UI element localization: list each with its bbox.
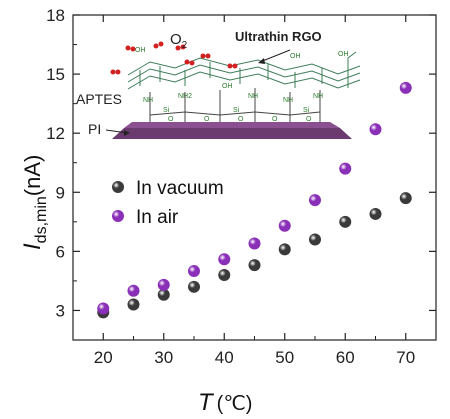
data-point (399, 192, 412, 205)
y-tick-label: 9 (56, 183, 65, 202)
legend-label-air: In air (136, 207, 179, 228)
rgo-arrowhead (258, 58, 265, 64)
data-point (278, 243, 291, 256)
y-tick-label: 3 (56, 301, 65, 320)
data-point (188, 280, 200, 293)
oh-label-2: OH (222, 83, 233, 90)
cooh-group (347, 51, 357, 72)
data-point (248, 237, 261, 250)
data-point (339, 162, 352, 175)
data-point (218, 269, 231, 281)
o-label-5: O (306, 116, 312, 123)
data-point (369, 123, 382, 136)
data-points (97, 81, 412, 319)
x-axis-title: T (℃) (198, 389, 252, 416)
x-tick-label: 20 (94, 348, 113, 367)
rgo-label: Ultrathin RGO (235, 29, 322, 44)
legend-label-vacuum: In vacuum (136, 178, 224, 199)
nh-label-1: NH (143, 97, 153, 104)
data-point (218, 253, 231, 266)
series-vacuum (97, 192, 412, 319)
chem-labels: NH NH2 NH NH NH Si Si Si O O O O O OH OH… (135, 47, 349, 123)
data-point (127, 298, 140, 311)
o-label-3: O (238, 116, 244, 123)
y-tick-label: 6 (56, 242, 65, 261)
data-point (97, 302, 110, 315)
aptes-linkers (149, 88, 321, 122)
rgo-arrow (259, 49, 291, 63)
si-label-1: Si (163, 107, 170, 114)
data-point (188, 265, 200, 278)
data-point (127, 284, 140, 297)
nh2-label: NH2 (178, 93, 192, 100)
data-point (399, 81, 412, 94)
y-tick-label: 12 (46, 124, 65, 143)
o-label-2: O (204, 116, 210, 123)
pi-substrate (112, 128, 352, 139)
data-point (157, 288, 170, 301)
y-tick-label: 18 (46, 6, 65, 25)
inset-schematic: NH NH2 NH NH NH Si Si Si O O O O O OH OH… (76, 29, 361, 139)
legend-marker-vacuum (112, 181, 124, 193)
data-point (248, 259, 261, 272)
oh-label-4: OH (338, 51, 349, 58)
x-tick-label: 50 (275, 348, 294, 367)
nh-label-4: NH (313, 93, 323, 100)
y-tick-label: 15 (46, 65, 65, 84)
data-point (339, 215, 352, 228)
legend-marker-air (112, 210, 124, 222)
data-point (369, 207, 382, 220)
graphene-sheet (127, 57, 361, 90)
legend: In vacuum In air (112, 178, 224, 228)
series-air (97, 81, 412, 315)
data-point (157, 278, 170, 291)
o2-molecules (110, 41, 238, 75)
nh-label-2: NH (248, 93, 258, 100)
data-point (278, 219, 291, 232)
si-label-3: Si (303, 107, 310, 114)
aptes-label: APTES (76, 91, 122, 107)
pi-arrowhead (124, 130, 130, 136)
x-tick-label: 40 (215, 348, 234, 367)
oh-label-3: OH (290, 53, 301, 60)
x-tick-label: 60 (336, 348, 355, 367)
oh-label-1: OH (135, 47, 146, 54)
nh-label-3: NH (283, 97, 293, 104)
x-tick-label: 30 (154, 348, 173, 367)
plot-frame (72, 14, 437, 341)
si-label-2: Si (233, 107, 240, 114)
o-label-4: O (272, 116, 278, 123)
data-point (309, 194, 321, 207)
o-label-1: O (168, 116, 174, 123)
data-point (309, 233, 321, 246)
pi-substrate-top (124, 122, 340, 128)
o2-label: O2 (170, 31, 188, 51)
pi-label: PI (88, 121, 101, 137)
y-axis-title: Ids,min(nA) (19, 155, 50, 250)
x-tick-label: 70 (396, 348, 415, 367)
ticks: 20 30 40 50 60 70 3 6 9 12 15 18 (46, 6, 436, 367)
